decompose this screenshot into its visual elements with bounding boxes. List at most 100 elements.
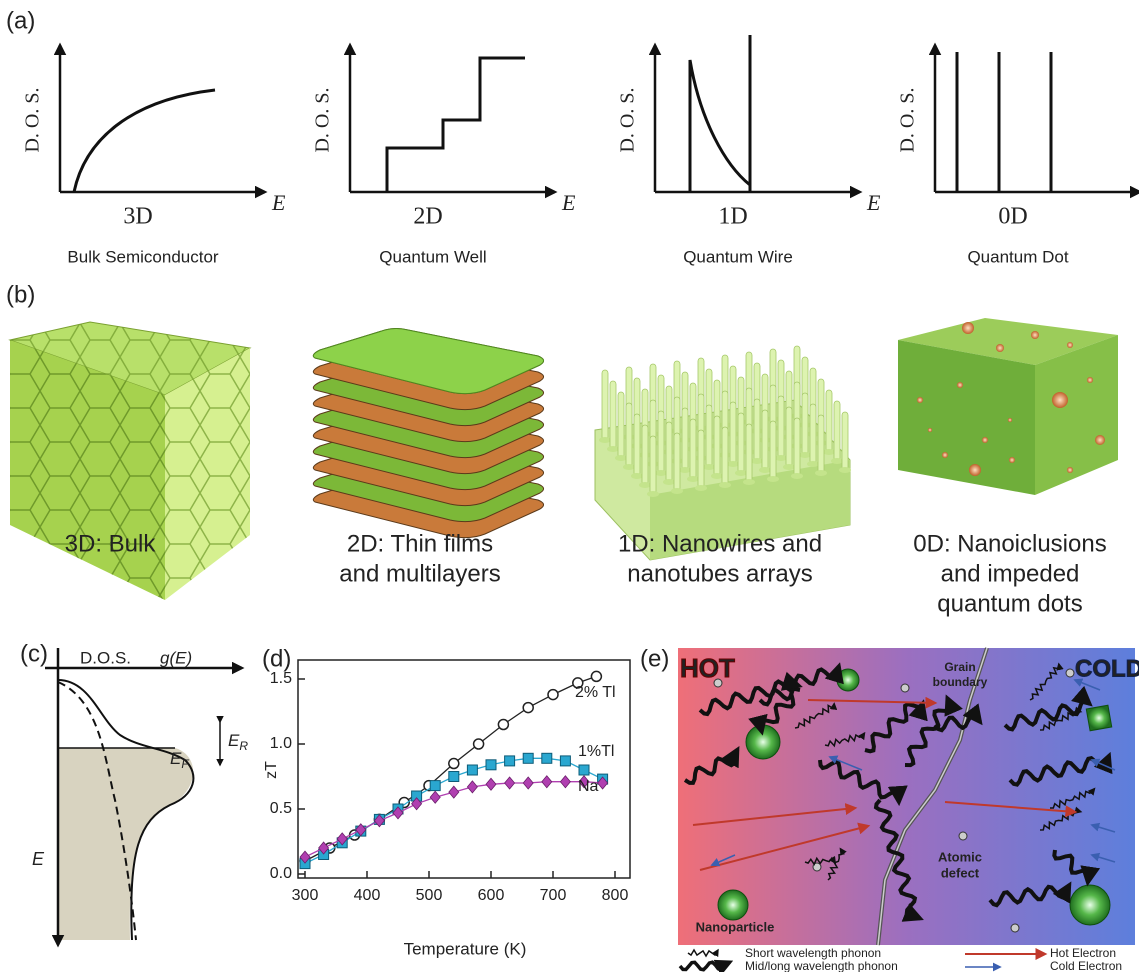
quantum-dot	[1095, 435, 1105, 445]
quantum-dot	[996, 344, 1004, 352]
quantum-dot	[1031, 331, 1039, 339]
dos-curve	[387, 58, 525, 192]
nanowire-foot	[679, 467, 691, 473]
energy-main: E	[228, 731, 240, 750]
marker	[505, 756, 515, 766]
caption: 2D: Thin films	[347, 530, 493, 557]
axis-label: D. O. S.	[312, 87, 334, 152]
x-tick-label: 600	[478, 887, 505, 904]
nanowire	[842, 412, 848, 470]
nanowire-foot	[759, 467, 771, 473]
nanowire-foot	[727, 461, 739, 467]
panel-label: (a)	[6, 7, 35, 34]
nanowire	[738, 413, 744, 473]
axis-label: E	[866, 190, 881, 215]
quantum-dot	[1087, 377, 1093, 383]
panel-label: (e)	[640, 645, 669, 672]
dimension-label: 0D	[998, 204, 1027, 230]
defect	[1066, 669, 1074, 677]
y-axis-label: zT	[263, 761, 280, 779]
phonon	[680, 962, 730, 970]
nanowire	[706, 405, 712, 467]
nanowire	[794, 418, 800, 476]
quantum-dot	[1067, 342, 1073, 348]
axis-label: E	[271, 190, 286, 215]
annotation: boundary	[933, 675, 988, 689]
axis-label: D. O. S.	[22, 87, 44, 152]
annotation: Grain	[944, 660, 975, 674]
annotation: Atomic	[938, 849, 982, 864]
nanowire	[682, 408, 688, 470]
nanowire-foot	[639, 482, 651, 488]
caption: Bulk Semiconductor	[67, 247, 219, 266]
nanowire	[634, 414, 640, 476]
quantum-dot	[982, 437, 988, 443]
page: {"panel_a":{"label":"(a)","plots":[ {"yl…	[0, 0, 1139, 972]
marker	[505, 777, 515, 789]
marker	[591, 671, 601, 681]
x-tick-label: 300	[292, 887, 319, 904]
nanowire	[770, 421, 776, 479]
axis-label: g(E)	[160, 648, 192, 667]
nanowire-foot	[695, 485, 707, 491]
quantum-dot	[942, 452, 948, 458]
annotation: Nanoparticle	[696, 919, 775, 934]
axis-label: E	[561, 190, 576, 215]
nanowire	[690, 419, 696, 479]
nanowire-foot	[703, 464, 715, 470]
nanowire-foot	[655, 470, 667, 476]
quantum-dot	[957, 382, 963, 388]
marker	[449, 759, 459, 769]
nanowire	[674, 433, 680, 491]
legend-label: Hot Electron	[1050, 946, 1116, 960]
marker	[548, 690, 558, 700]
nanowire	[666, 422, 672, 482]
legend-label: Cold Electron	[1050, 959, 1122, 972]
nanowire	[722, 427, 728, 485]
nanoparticle	[1086, 705, 1111, 730]
nanoparticle	[718, 890, 748, 920]
caption: Quantum Wire	[683, 247, 793, 266]
nanowire	[698, 430, 704, 488]
nanowire	[778, 396, 784, 458]
cold-label: COLD	[1075, 655, 1139, 682]
nanowire-foot	[599, 437, 611, 443]
marker	[560, 756, 570, 766]
caption: Quantum Well	[379, 247, 486, 266]
defect	[959, 832, 967, 840]
nanowire-foot	[631, 473, 643, 479]
nanowire-foot	[751, 458, 763, 464]
marker	[498, 720, 508, 730]
nanowire-foot	[615, 455, 627, 461]
nanowire	[834, 401, 840, 461]
caption: nanotubes arrays	[627, 560, 812, 587]
marker	[542, 753, 552, 763]
x-tick-label: 800	[602, 887, 629, 904]
nanowire-foot	[623, 464, 635, 470]
nanowire	[714, 416, 720, 476]
y-tick-label: 1.5	[270, 670, 292, 687]
marker	[523, 777, 533, 789]
nanowire-foot	[607, 446, 619, 452]
caption: quantum dots	[937, 590, 1082, 617]
nanowire	[786, 407, 792, 467]
qd-front	[898, 340, 1035, 495]
series-label: 2% Tl	[575, 684, 616, 701]
quantum-dot	[1009, 457, 1015, 463]
nanowire	[610, 381, 616, 449]
quantum-dot	[928, 428, 932, 432]
nanowire-foot	[735, 470, 747, 476]
nanowire	[730, 402, 736, 464]
marker	[523, 703, 533, 713]
caption: and multilayers	[339, 560, 500, 587]
nanowire-foot	[839, 467, 851, 473]
nanowire	[754, 399, 760, 461]
marker	[579, 765, 589, 775]
series-label: 1%Tl	[578, 743, 614, 760]
legend-label: Short wavelength phonon	[745, 946, 881, 960]
phonon	[688, 950, 718, 956]
annotation: defect	[941, 865, 980, 880]
quantum-dot	[1067, 467, 1073, 473]
marker	[449, 772, 459, 782]
marker	[430, 791, 440, 803]
